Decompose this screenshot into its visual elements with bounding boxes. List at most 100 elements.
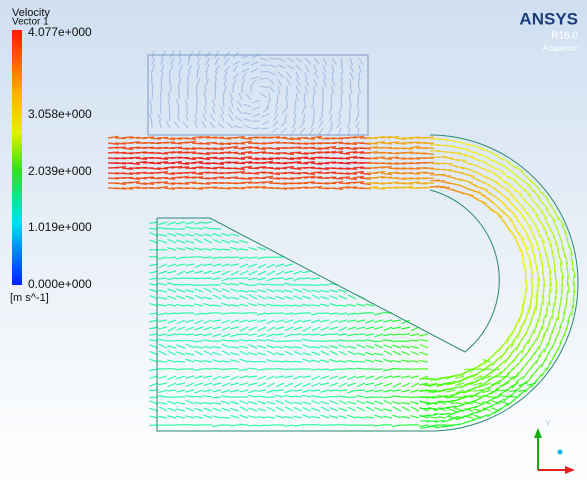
vector-arrow [383, 400, 393, 405]
vector-arrow [248, 294, 258, 300]
vector-arrow [453, 404, 463, 409]
vector-arrow [293, 350, 303, 356]
logo-edition: Academic [543, 44, 578, 53]
vector-arrow [302, 352, 312, 356]
vector-arrow [329, 350, 339, 356]
vector-arrow [310, 147, 323, 151]
vector-arrow [243, 118, 252, 122]
vector-arrow [461, 185, 471, 191]
vector-arrow [429, 179, 441, 182]
legend-unit: [m s^-1] [10, 292, 49, 304]
vector-arrow [158, 350, 168, 356]
vector-arrow [286, 71, 292, 79]
vector-arrow [437, 406, 447, 412]
vector-arrow [247, 367, 258, 370]
vector-arrow [194, 113, 198, 122]
vector-arrow [201, 121, 207, 129]
vector-arrow [204, 85, 207, 94]
vector-field [107, 50, 579, 432]
vector-arrow [266, 263, 276, 269]
vector-arrow [401, 389, 411, 393]
vector-arrow [495, 168, 506, 174]
vector-arrow [222, 98, 225, 108]
vector-arrow [383, 326, 393, 332]
vector-arrow [292, 389, 303, 392]
vector-arrow [365, 326, 375, 330]
vector-arrow [220, 416, 231, 419]
vector-arrow [184, 171, 197, 174]
vector-arrow [275, 263, 285, 268]
vector-arrow [274, 99, 279, 108]
vector-arrow [429, 162, 441, 165]
vector-arrow [230, 414, 240, 419]
vector-arrow [256, 424, 267, 427]
vector-arrow [434, 419, 445, 423]
vector-arrow [176, 326, 186, 331]
vector-arrow [239, 263, 249, 269]
vector-arrow [257, 312, 267, 316]
legend-tick-label: 3.058e+000 [28, 107, 92, 121]
vector-arrow [422, 161, 435, 164]
vector-arrow [275, 345, 285, 349]
vector-arrow [185, 113, 189, 122]
vector-arrow [135, 182, 147, 186]
vector-arrow [497, 198, 507, 206]
vector-arrow [302, 382, 312, 388]
vector-arrow [158, 415, 168, 419]
vector-arrow [261, 180, 273, 184]
vector-arrow [522, 370, 529, 380]
vector-arrow [203, 263, 213, 267]
vector-arrow [275, 399, 285, 405]
vector-arrow [454, 189, 465, 195]
triad-y-arrow [534, 428, 542, 438]
vector-arrow [355, 416, 366, 419]
vector-arrow [480, 386, 491, 392]
vector-arrow [410, 382, 420, 388]
vector-arrow [482, 389, 492, 394]
upper-box-outline [147, 54, 369, 136]
vector-arrow [420, 426, 431, 429]
vector-arrow [437, 382, 447, 387]
vector-arrow [481, 368, 492, 371]
vector-arrow [176, 221, 186, 225]
legend-ticks: 4.077e+000 3.058e+000 2.039e+000 1.019e+000… [28, 25, 92, 291]
vector-arrow [182, 121, 189, 129]
vector-arrow [177, 105, 180, 115]
vector-arrow [295, 78, 301, 86]
vector-arrow [380, 142, 393, 145]
vector-arrow [241, 72, 247, 80]
vector-arrow [107, 135, 119, 139]
vector-arrow [415, 171, 428, 174]
vector-arrow [329, 358, 339, 363]
vector-arrow [230, 270, 240, 276]
vector-arrow [217, 122, 225, 129]
vector-arrow [359, 177, 372, 180]
vector-arrow [166, 389, 177, 392]
vector-arrow [150, 106, 153, 115]
vector-arrow [310, 99, 315, 108]
vector-arrow [365, 401, 375, 405]
vector-arrow [184, 151, 197, 154]
vector-arrow [503, 180, 513, 187]
vector-arrow [505, 189, 515, 196]
vector-arrow [324, 171, 337, 174]
vector-arrow [239, 406, 249, 412]
vector-arrow [185, 326, 195, 331]
vector-arrow [107, 177, 120, 180]
vector-arrow [284, 406, 294, 412]
vector-arrow [194, 333, 204, 337]
vector-arrow [222, 92, 225, 101]
vector-arrow [286, 78, 292, 87]
vector-arrow [320, 333, 330, 337]
vector-arrow [259, 77, 269, 80]
vector-arrow [308, 127, 315, 135]
vector-arrow [428, 389, 438, 393]
vector-arrow [275, 162, 288, 165]
vector-arrow [349, 64, 354, 73]
vector-arrow [286, 57, 295, 62]
vector-arrow [248, 326, 258, 332]
vector-arrow [272, 120, 279, 128]
vector-arrow [506, 367, 516, 375]
vector-arrow [275, 167, 288, 170]
vector-arrow [358, 64, 362, 73]
